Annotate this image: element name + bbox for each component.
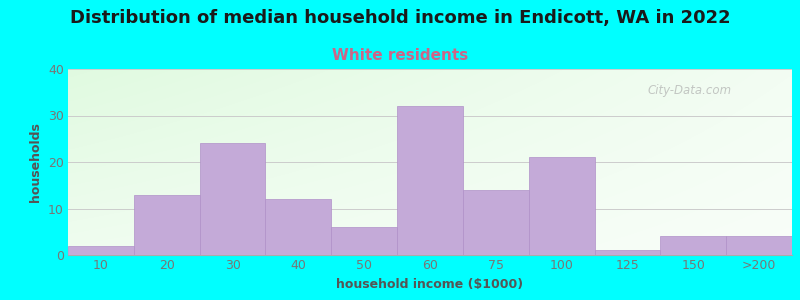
Bar xyxy=(68,246,134,255)
Bar xyxy=(397,106,463,255)
Bar xyxy=(331,227,397,255)
X-axis label: household income ($1000): household income ($1000) xyxy=(337,278,523,291)
Bar xyxy=(463,190,529,255)
Text: City-Data.com: City-Data.com xyxy=(647,84,731,97)
Bar xyxy=(529,157,594,255)
Bar xyxy=(200,143,266,255)
Bar xyxy=(660,236,726,255)
Text: Distribution of median household income in Endicott, WA in 2022: Distribution of median household income … xyxy=(70,9,730,27)
Text: White residents: White residents xyxy=(332,48,468,63)
Bar xyxy=(134,194,200,255)
Y-axis label: households: households xyxy=(30,122,42,202)
Bar xyxy=(594,250,660,255)
Bar xyxy=(266,199,331,255)
Bar xyxy=(726,236,792,255)
